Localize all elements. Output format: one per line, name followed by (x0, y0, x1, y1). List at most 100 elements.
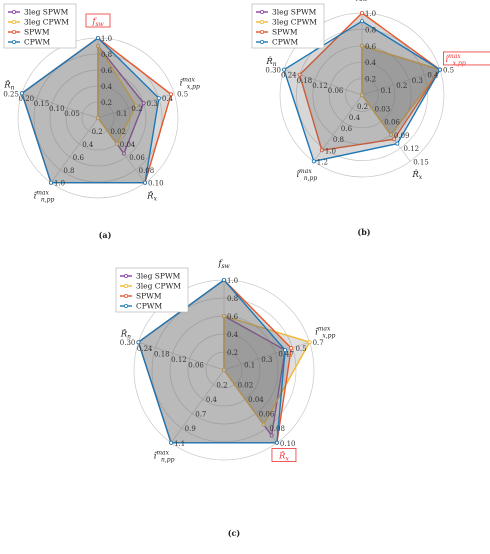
tick-label: 0.2 (216, 382, 227, 390)
axis-label: îmax n,pp (34, 189, 55, 203)
panel-caption: (a) (99, 230, 112, 240)
tick-label: 0.4 (349, 114, 361, 122)
axis-spoke (170, 369, 225, 444)
tick-label: 0.30 (265, 67, 281, 75)
tick-label: 0.24 (281, 72, 297, 80)
radar-panel-3: 0.2 0.4 0.6 0.8 1.0 0.1 0.3 0.470.5 0.7 0.02 0.04 0… (115, 259, 336, 538)
axis-label: fsw (217, 259, 230, 270)
series-point (395, 141, 400, 146)
tick-label: 0.2 (92, 128, 103, 136)
series-point (19, 91, 24, 96)
series-point (437, 67, 442, 72)
series-point (297, 72, 302, 77)
tick-label: 0.6 (73, 154, 85, 162)
axis-label: îmax n,pp (154, 450, 175, 464)
series-point (359, 43, 364, 48)
legend-label: 3leg SPWM (272, 8, 317, 17)
tick-label: 0.24 (137, 345, 153, 353)
tick-label: 0.09 (394, 132, 410, 140)
tick-label: 0.18 (297, 77, 313, 85)
series-area-cpwm (21, 37, 160, 184)
tick-label: 0.03 (375, 105, 391, 113)
axis-spoke (361, 69, 441, 96)
tick-label: 0.08 (139, 167, 155, 175)
axis-label: îmax x,pp (179, 77, 200, 91)
series-point (221, 367, 226, 372)
series-point (283, 348, 288, 353)
tick-label: 0.02 (110, 128, 126, 136)
tick-label: 0.3 (412, 77, 423, 85)
series-point (96, 36, 101, 41)
tick-label: 0.1 (381, 87, 392, 95)
tick-label: 0.06 (188, 361, 204, 369)
axis-spoke (283, 69, 363, 96)
tick-label: 0.6 (341, 125, 353, 133)
tick-label: 0.3 (147, 100, 158, 108)
tick-label: 0.10 (49, 105, 65, 113)
legend-marker (11, 9, 16, 14)
tick-label: 0.3 (261, 356, 272, 364)
tick-label: 0.8 (333, 136, 344, 144)
series-point (282, 67, 287, 72)
series-point (307, 340, 312, 345)
tick-label: 0.25 (3, 90, 19, 98)
tick-label: 0.06 (129, 154, 145, 162)
series-point (141, 101, 146, 106)
tick-label: 0.4 (162, 95, 174, 103)
legend-box (115, 267, 189, 313)
tick-label: 0.7 (195, 411, 206, 419)
tick-label: 0.04 (248, 396, 264, 404)
series-point (156, 96, 161, 101)
tick-label: 0.06 (328, 87, 344, 95)
tick-label: 0.4 (365, 59, 377, 67)
series-point (289, 346, 294, 351)
tick-label: 0.06 (384, 119, 400, 127)
highlight-box (442, 51, 490, 66)
series-point (274, 440, 279, 445)
series-point (221, 277, 226, 282)
tick-label: 1.0 (54, 180, 65, 188)
tick-label: 0.15 (34, 100, 50, 108)
tick-label: 1.2 (317, 158, 328, 166)
tick-label: 1.0 (101, 35, 112, 43)
highlight-box (271, 448, 297, 462)
axis-label: R̂x (278, 450, 289, 463)
legend-label: 3leg SPWM (136, 272, 181, 281)
series-point (319, 148, 324, 153)
legend-marker (124, 303, 129, 308)
tick-label: 0.4 (82, 141, 94, 149)
axis-label: R̂n (3, 79, 14, 92)
series-point (96, 44, 101, 49)
tick-label: 0.4 (101, 83, 113, 91)
tick-label: 0.15 (413, 158, 429, 166)
tick-label: 0.12 (171, 356, 187, 364)
series-point (114, 141, 119, 146)
tick-label: 0.05 (64, 110, 80, 118)
tick-label: 0.2 (357, 103, 368, 111)
tick-label: 0.1 (244, 361, 255, 369)
tick-label: 1.0 (227, 277, 238, 285)
tick-label: 0.2 (396, 82, 407, 90)
series-point (388, 132, 393, 137)
tick-label: 0.2 (101, 99, 112, 107)
axis-label: R̂x (146, 190, 157, 203)
series-point (96, 116, 101, 121)
tick-label: 0.2 (365, 76, 376, 84)
tick-label: 0.47 (278, 350, 294, 358)
axis-label: R̂n (120, 328, 131, 341)
tick-label: 0.10 (280, 440, 296, 448)
legend-marker (259, 40, 264, 45)
series-point (392, 137, 397, 142)
tick-label: 0.8 (101, 51, 112, 59)
legend-label: 3leg CPWM (24, 18, 69, 27)
series-point (261, 422, 266, 427)
series-point (136, 340, 141, 345)
legend-label: 3leg CPWM (272, 18, 317, 27)
tick-label: 0.20 (19, 95, 35, 103)
tick-label: 0.4 (427, 72, 439, 80)
axis-label: fsw (355, 0, 368, 3)
series-point (359, 19, 364, 24)
